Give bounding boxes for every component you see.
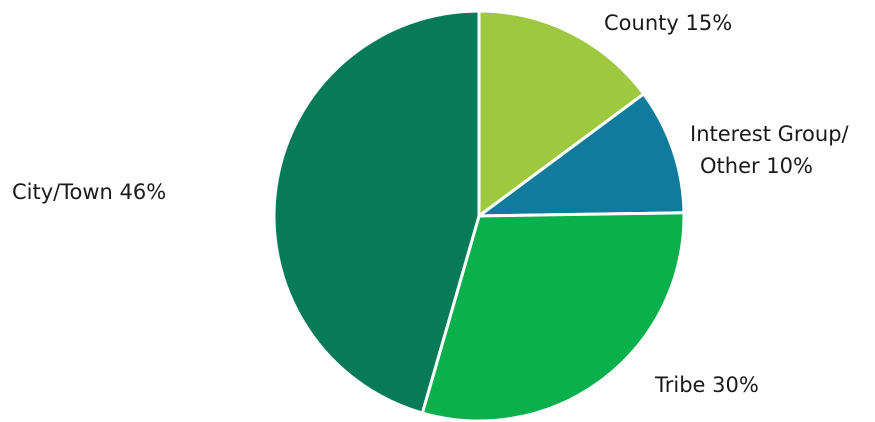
slice-label-city-town: City/Town 46% (12, 180, 166, 204)
slice-label-interest-group: Interest Group/ Other 10% (690, 122, 855, 178)
pie-slice-interest (477, 92, 686, 218)
pie-slice-tribe (420, 211, 686, 422)
slice-label-tribe: Tribe 30% (654, 373, 759, 397)
pie-slice-county (477, 9, 646, 218)
pie-slices (272, 9, 686, 422)
slice-label-interest-group-line1: Interest Group/ (690, 122, 850, 146)
pie-slice-city (272, 9, 481, 415)
slice-label-county: County 15% (604, 11, 732, 35)
slice-label-interest-group-line2: Other 10% (700, 154, 813, 178)
